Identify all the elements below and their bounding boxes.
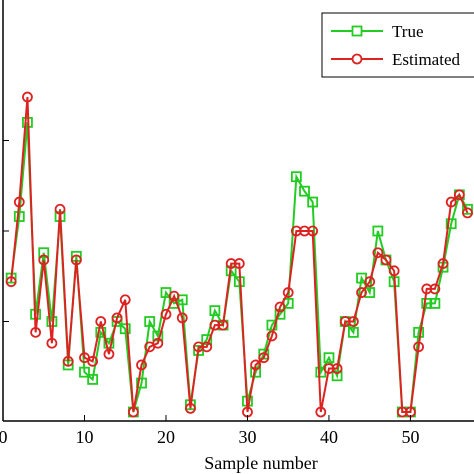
data-point: [445, 196, 457, 208]
series-layer: [5, 91, 473, 418]
data-point: [144, 316, 156, 327]
data-point: [290, 171, 302, 183]
data-point: [95, 316, 107, 327]
data-point: [266, 319, 278, 331]
data-point: [79, 366, 90, 378]
x-tick-labels: 0 10 20 30 40 50: [0, 415, 419, 447]
data-point: [103, 348, 115, 360]
data-point: [347, 326, 359, 338]
data-point: [46, 337, 58, 349]
data-point: [413, 341, 424, 353]
data-point: [445, 218, 457, 230]
legend-label: True: [392, 22, 424, 41]
legend-item-true: True: [331, 22, 424, 41]
data-point: [462, 207, 473, 219]
data-point: [356, 287, 367, 298]
data-point: [429, 283, 441, 295]
data-point: [299, 185, 310, 197]
data-point: [201, 341, 213, 353]
data-point: [70, 254, 82, 266]
data-point: [13, 196, 25, 208]
data-point: [380, 254, 392, 266]
data-point: [323, 352, 335, 364]
axes-frame: [2, 0, 474, 422]
data-point: [176, 312, 188, 324]
data-point: [347, 316, 359, 327]
data-point: [38, 254, 50, 266]
x-tick-label: 40: [320, 427, 338, 447]
data-point: [46, 316, 58, 327]
x-tick-label: 10: [75, 427, 93, 447]
legend-swatch-marker: [351, 25, 363, 37]
legend-label: Estimated: [392, 50, 460, 69]
data-point: [315, 406, 327, 418]
data-point: [372, 247, 384, 259]
data-point: [136, 377, 147, 389]
data-point: [13, 211, 25, 222]
data-point: [209, 305, 221, 317]
data-point: [168, 290, 180, 302]
data-point: [453, 189, 465, 201]
data-point: [250, 359, 262, 371]
data-point: [136, 359, 147, 371]
data-point: [437, 258, 449, 269]
data-point: [462, 203, 473, 215]
data-point: [307, 196, 319, 208]
x-tick-label: 50: [401, 427, 419, 447]
data-point: [331, 363, 343, 374]
data-point: [54, 203, 66, 215]
series-line: [10, 96, 469, 413]
data-point: [87, 355, 99, 367]
x-tick-label: 30: [238, 427, 256, 447]
data-point: [152, 337, 164, 349]
data-point: [429, 297, 441, 309]
data-point: [307, 225, 319, 237]
x-tick-label: 0: [0, 427, 8, 447]
data-point: [266, 330, 278, 342]
data-point: [30, 326, 41, 338]
data-point: [87, 374, 99, 385]
data-point: [62, 355, 74, 367]
data-point: [22, 91, 33, 103]
data-point: [119, 294, 131, 306]
data-point: [185, 402, 196, 414]
data-point: [160, 308, 172, 320]
data-point: [364, 276, 376, 288]
x-tick-label: 20: [157, 427, 175, 447]
series-estimated: [5, 91, 473, 418]
data-point: [38, 247, 50, 259]
data-point: [331, 370, 343, 382]
x-axis-label: Sample number: [204, 453, 317, 473]
legend-box: [321, 12, 474, 78]
legend: True Estimated: [321, 12, 474, 78]
data-point: [372, 225, 384, 237]
data-point: [103, 337, 115, 349]
data-point: [274, 301, 286, 313]
data-point: [127, 406, 139, 418]
data-point: [413, 326, 424, 338]
data-point: [119, 323, 131, 335]
legend-item-estimated: Estimated: [331, 50, 460, 69]
data-point: [388, 265, 400, 277]
data-point: [111, 312, 123, 324]
data-point: [95, 326, 107, 338]
legend-swatch-marker: [351, 53, 363, 65]
data-point: [217, 319, 229, 331]
data-point: [233, 258, 245, 269]
data-point: [5, 276, 17, 288]
data-point: [258, 352, 270, 364]
data-point: [282, 287, 294, 298]
